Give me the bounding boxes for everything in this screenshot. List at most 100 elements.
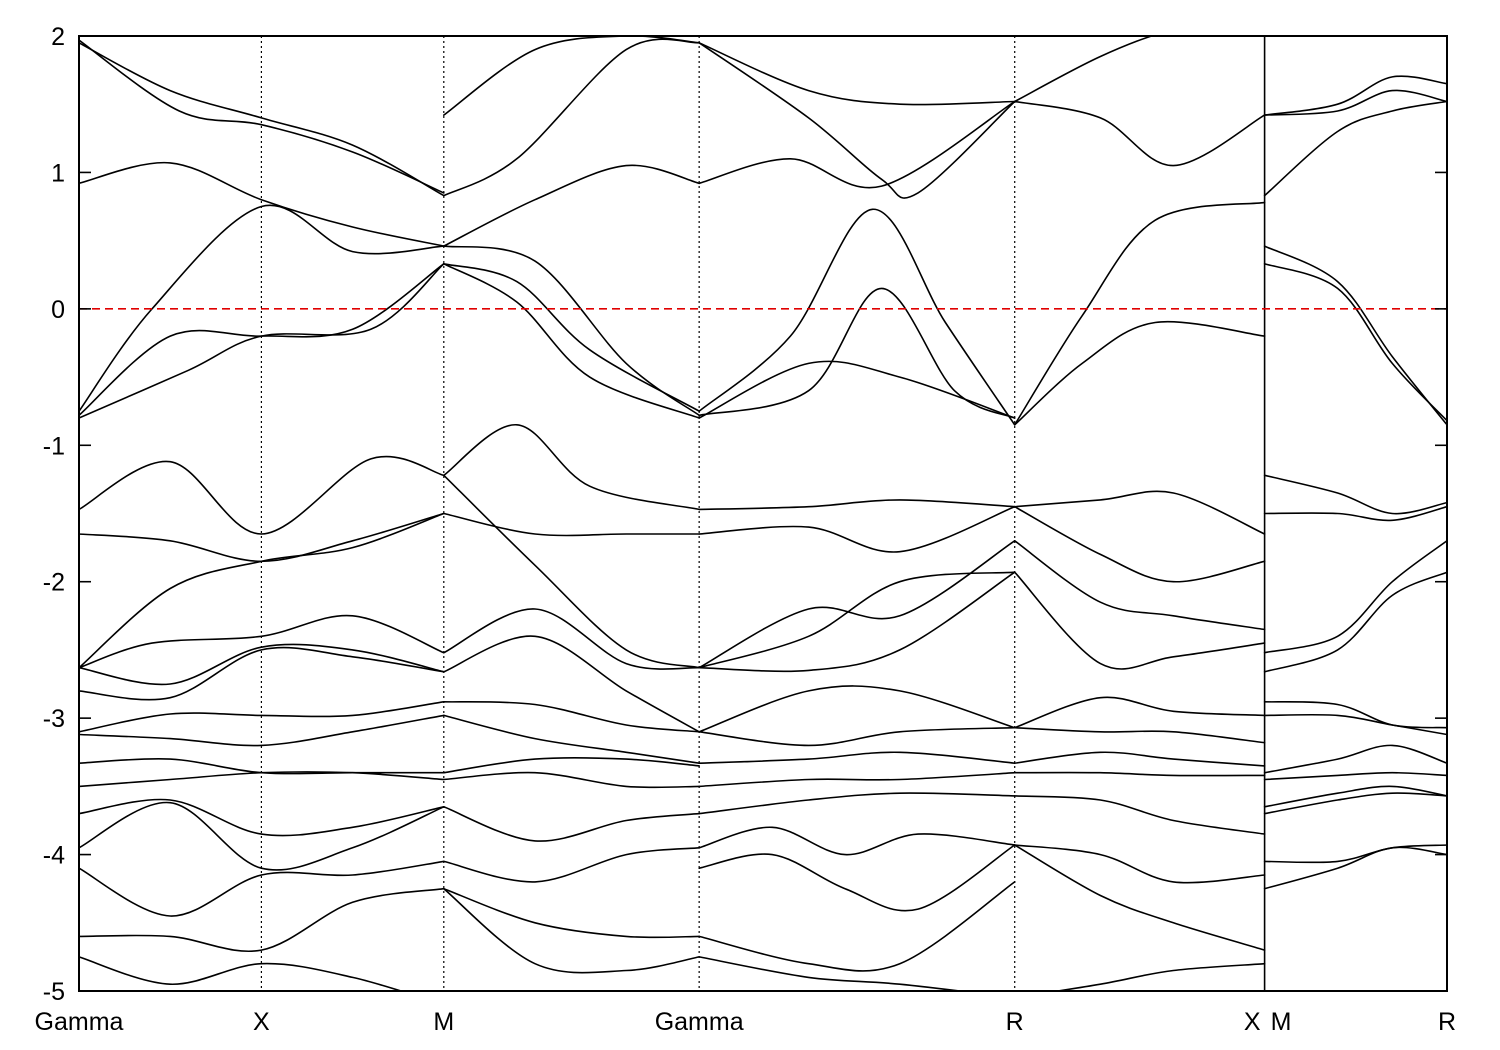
- band-line: [698, 826, 1016, 856]
- band-line: [698, 360, 1016, 419]
- band-line: [1263, 474, 1447, 515]
- band-line: [1263, 846, 1447, 890]
- y-tick-label: 0: [51, 296, 65, 324]
- band-line: [443, 887, 700, 974]
- band-line: [443, 423, 700, 511]
- x-tick-label: M: [1271, 1008, 1292, 1036]
- band-line: [443, 263, 700, 412]
- band-line: [698, 881, 1016, 972]
- y-tick-label: -5: [43, 978, 65, 1006]
- band-line: [698, 685, 1016, 733]
- band-line: [79, 161, 445, 247]
- band-line: [698, 571, 1016, 673]
- band-line: [698, 571, 1016, 669]
- band-line: [1013, 571, 1266, 670]
- y-tick-label: -1: [43, 432, 65, 460]
- band-line: [1013, 844, 1266, 951]
- band-line: [79, 204, 445, 412]
- band-line: [1263, 713, 1447, 736]
- band-line: [698, 499, 1016, 511]
- band-line: [1263, 540, 1447, 654]
- band-line: [1013, 726, 1266, 744]
- x-axis: Gamma X M Gamma R X M R: [35, 1008, 1456, 1036]
- band-line: [698, 42, 1016, 199]
- y-tick-label: -3: [43, 705, 65, 733]
- band-line: [1013, 201, 1266, 426]
- band-lines: [79, 36, 1447, 991]
- band-line: [443, 512, 700, 537]
- y-tick-label: -2: [43, 569, 65, 597]
- band-line: [698, 540, 1016, 669]
- band-line: [698, 771, 1016, 788]
- x-tick-label: R: [1006, 1008, 1024, 1036]
- band-line: [1053, 962, 1266, 991]
- band-line: [443, 245, 700, 417]
- band-line: [698, 505, 1016, 553]
- band-line: [79, 714, 445, 747]
- band-line: [79, 646, 445, 701]
- x-tick-label: X: [1244, 1008, 1261, 1036]
- y-tick-label: 2: [51, 23, 65, 51]
- band-line: [79, 798, 445, 837]
- band-line: [1013, 490, 1266, 535]
- band-line: [79, 643, 445, 686]
- band-line: [79, 455, 445, 535]
- band-line: [1263, 263, 1447, 422]
- band-line: [1263, 505, 1447, 522]
- band-line: [1263, 844, 1447, 864]
- band-line: [443, 38, 700, 197]
- band-line: [443, 847, 700, 883]
- x-tick-label: R: [1438, 1008, 1456, 1036]
- band-line: [443, 164, 700, 247]
- band-line: [1263, 89, 1447, 116]
- band-line: [79, 42, 445, 197]
- band-line: [1013, 320, 1266, 426]
- band-line: [1263, 245, 1447, 426]
- band-line: [443, 36, 700, 116]
- band-line: [79, 263, 445, 417]
- band-line: [443, 714, 700, 764]
- band-line: [443, 635, 700, 733]
- band-line: [443, 756, 700, 774]
- band-line: [79, 801, 445, 871]
- band-line: [698, 726, 1016, 747]
- band-line: [1263, 792, 1447, 815]
- band-line: [1263, 785, 1447, 808]
- band-line: [443, 474, 700, 669]
- y-tick-label: 1: [51, 159, 65, 187]
- band-line: [443, 771, 700, 789]
- x-tick-label: X: [253, 1008, 270, 1036]
- band-line: [79, 701, 445, 733]
- band-line: [79, 887, 445, 952]
- band-line: [1013, 540, 1266, 631]
- band-line: [1013, 696, 1266, 729]
- band-line: [443, 263, 700, 419]
- band-line: [1263, 100, 1447, 197]
- band-line: [698, 100, 1016, 189]
- band-line: [1263, 701, 1447, 729]
- band-line: [698, 792, 1016, 815]
- band-line: [698, 751, 1016, 764]
- band-line: [1013, 505, 1266, 583]
- band-line: [1263, 771, 1447, 781]
- band-line: [1263, 744, 1447, 774]
- band-line: [698, 844, 1016, 912]
- band-line: [443, 806, 700, 842]
- band-line: [1013, 751, 1266, 767]
- x-tick-label: Gamma: [35, 1008, 124, 1036]
- band-line: [443, 701, 700, 733]
- plot-frame: [78, 35, 1448, 992]
- y-axis: -5 -4 -3 -2 -1 0 1 2: [43, 23, 1447, 1006]
- plot-frame-layer: [78, 35, 1448, 992]
- band-line: [79, 512, 445, 669]
- x-tick-label: M: [433, 1008, 454, 1036]
- band-line: [443, 887, 700, 939]
- band-line: [1013, 36, 1155, 103]
- band-line: [1013, 795, 1266, 835]
- band-line: [1013, 771, 1266, 777]
- band-line: [698, 956, 967, 991]
- band-line: [79, 956, 404, 991]
- band-line: [79, 39, 445, 194]
